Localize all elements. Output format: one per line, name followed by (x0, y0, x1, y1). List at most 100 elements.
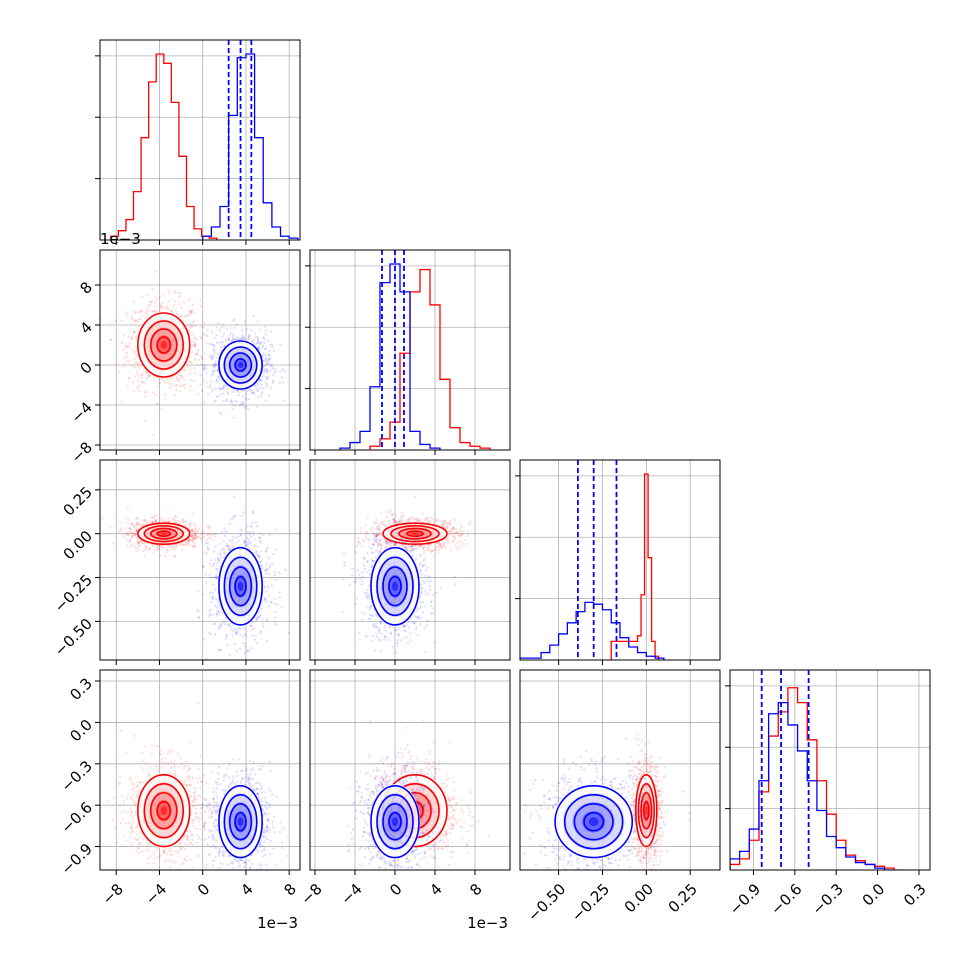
sample-point (216, 378, 219, 381)
sample-point (120, 529, 124, 533)
sample-point (129, 527, 132, 531)
sample-point (169, 506, 172, 509)
sample-point (126, 352, 129, 355)
sample-point (215, 576, 218, 579)
sample-point (394, 651, 397, 654)
sample-point (370, 547, 374, 550)
sample-point (229, 539, 232, 542)
sample-point (233, 661, 235, 663)
sample-point (184, 541, 187, 544)
sample-point (249, 628, 252, 631)
sample-point (132, 300, 135, 304)
sample-point (449, 519, 452, 523)
sample-point (416, 517, 419, 520)
sample-point (157, 544, 161, 547)
sample-point (239, 336, 243, 340)
sample-point (281, 369, 284, 372)
sample-point (222, 539, 225, 543)
sample-point (214, 351, 217, 354)
sample-point (136, 523, 139, 526)
sample-point (196, 535, 199, 538)
sample-point (124, 311, 128, 314)
sample-point (272, 373, 275, 377)
sample-point (177, 378, 180, 381)
sample-point (192, 537, 195, 540)
sample-point (261, 344, 264, 348)
sample-point (126, 506, 129, 509)
sample-point (343, 564, 347, 567)
sample-point (230, 339, 233, 342)
sample-point (209, 632, 213, 636)
y-tick-label: 0.25 (60, 483, 96, 519)
sample-point (267, 572, 271, 576)
sample-point (164, 555, 167, 558)
sample-point (246, 531, 249, 534)
sample-point (351, 567, 354, 570)
sample-point (232, 545, 235, 548)
sample-point (242, 511, 245, 514)
sample-point (257, 554, 260, 558)
sample-point (253, 638, 256, 641)
sample-point (197, 527, 200, 530)
sample-point (185, 541, 189, 544)
histogram-red (369, 268, 491, 450)
sample-point (394, 543, 397, 546)
contour-red (156, 336, 172, 354)
sample-point (192, 531, 196, 535)
sample-point (259, 539, 262, 543)
sample-point (218, 388, 222, 391)
sample-point (244, 397, 248, 401)
sample-point (208, 386, 212, 389)
sample-point (406, 519, 409, 522)
sample-point (170, 309, 173, 313)
sample-point (189, 389, 192, 392)
sample-point (189, 312, 193, 315)
sample-point (456, 531, 459, 535)
contour-blue (218, 546, 263, 626)
sample-point (255, 641, 258, 645)
sample-point (440, 545, 443, 548)
sample-point (373, 522, 377, 525)
sample-point (145, 307, 148, 310)
sample-point (456, 542, 459, 545)
sample-point (150, 301, 153, 304)
sample-point (167, 300, 170, 303)
sample-point (145, 310, 148, 314)
sample-point (211, 597, 214, 600)
sample-point (254, 384, 257, 387)
sample-point (210, 356, 213, 360)
sample-point (175, 545, 178, 549)
sample-point (273, 371, 276, 374)
sample-point (213, 622, 217, 625)
sample-point (260, 340, 264, 344)
sample-point (194, 357, 197, 360)
sample-point (445, 527, 449, 530)
sample-point (189, 310, 193, 313)
sample-point (419, 605, 423, 609)
sample-point (245, 650, 249, 653)
sample-point (258, 342, 261, 346)
sample-point (153, 301, 157, 304)
sample-point (172, 303, 176, 306)
sample-point (170, 518, 173, 521)
sample-point (264, 375, 267, 378)
sample-point (244, 634, 248, 637)
sample-point (231, 634, 234, 637)
sample-point (159, 305, 163, 308)
panel-plot-area (310, 250, 510, 450)
sample-point (182, 369, 185, 372)
sample-point (122, 365, 125, 369)
contour-blue (234, 575, 247, 597)
sample-point (175, 312, 178, 315)
sample-point (243, 542, 246, 546)
sample-point (216, 577, 219, 581)
sample-point (232, 319, 235, 323)
sample-point (416, 535, 420, 538)
sample-point (423, 558, 426, 561)
sample-point (409, 639, 412, 642)
sample-point (225, 545, 228, 548)
sample-point (134, 375, 137, 378)
sample-point (391, 528, 394, 531)
sample-point (145, 521, 149, 524)
